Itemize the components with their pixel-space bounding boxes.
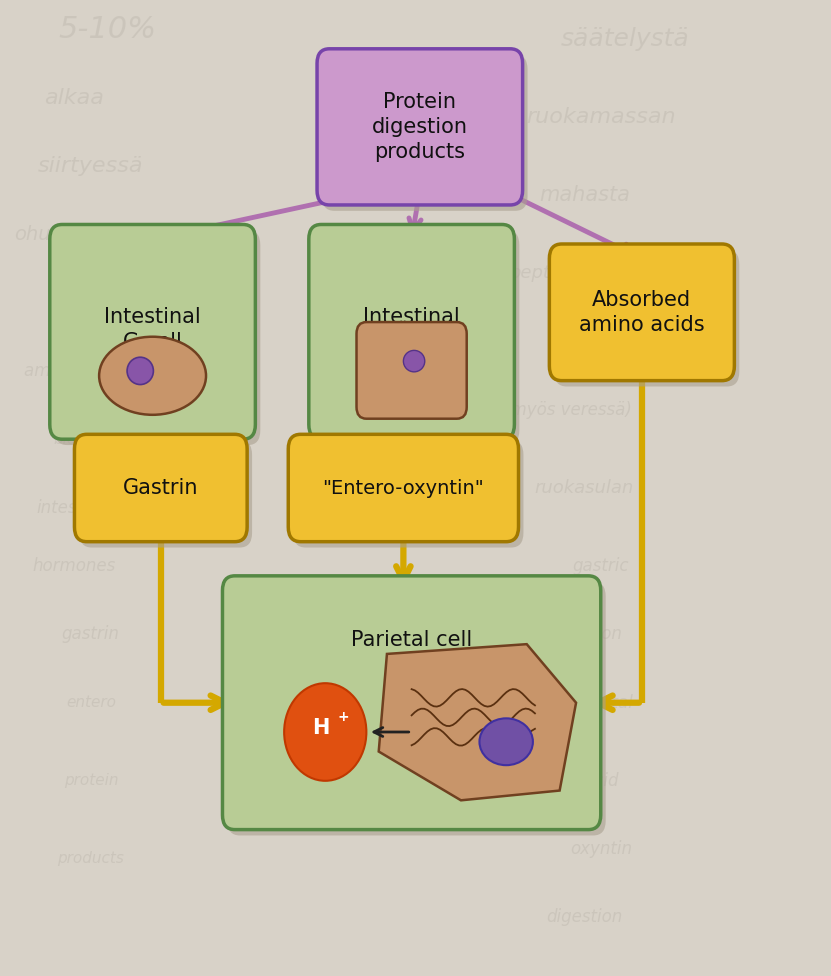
Text: Intestinal
endocrine
cell: Intestinal endocrine cell <box>360 307 464 377</box>
FancyBboxPatch shape <box>293 440 524 548</box>
FancyBboxPatch shape <box>309 224 514 439</box>
Text: ruokasulan: ruokasulan <box>534 479 634 497</box>
FancyBboxPatch shape <box>314 230 519 445</box>
Text: Intestinal
G cell: Intestinal G cell <box>104 307 201 352</box>
Text: (myös veressä): (myös veressä) <box>504 401 632 419</box>
Text: gastric: gastric <box>573 557 629 575</box>
Text: Parietal cell: Parietal cell <box>351 630 472 649</box>
Ellipse shape <box>99 337 206 415</box>
Text: aminohapot: aminohapot <box>547 333 655 350</box>
Text: oxyntin: oxyntin <box>570 840 632 858</box>
Text: Protein
digestion
products: Protein digestion products <box>371 92 468 162</box>
Text: digestion: digestion <box>546 909 622 926</box>
Text: säätelystä: säätelystä <box>561 27 690 51</box>
Text: products: products <box>57 851 125 867</box>
Ellipse shape <box>479 718 533 765</box>
Text: H: H <box>312 718 330 738</box>
Text: gastrin: gastrin <box>62 626 120 643</box>
FancyBboxPatch shape <box>50 224 255 439</box>
FancyBboxPatch shape <box>75 434 247 542</box>
Text: secretion: secretion <box>546 626 622 643</box>
Text: siirtyessä: siirtyessä <box>38 156 144 176</box>
Circle shape <box>284 683 366 781</box>
Text: peptidit: peptidit <box>509 264 578 282</box>
Text: +: + <box>337 711 349 724</box>
FancyBboxPatch shape <box>356 322 467 419</box>
FancyBboxPatch shape <box>288 434 519 542</box>
Text: hormones: hormones <box>33 557 116 575</box>
Text: mahasta: mahasta <box>538 185 630 205</box>
FancyBboxPatch shape <box>317 49 523 205</box>
Text: Gastrin: Gastrin <box>123 478 199 498</box>
Text: Absorbed
amino acids: Absorbed amino acids <box>579 290 705 335</box>
FancyBboxPatch shape <box>223 576 601 830</box>
FancyBboxPatch shape <box>80 440 252 548</box>
FancyBboxPatch shape <box>228 582 606 835</box>
Ellipse shape <box>403 350 425 372</box>
Text: ruokamassan: ruokamassan <box>526 107 676 127</box>
Text: entero: entero <box>66 695 116 711</box>
Ellipse shape <box>127 357 154 385</box>
FancyBboxPatch shape <box>549 244 735 381</box>
Text: alkaa: alkaa <box>45 88 105 107</box>
Text: 5-10%: 5-10% <box>58 15 156 44</box>
FancyBboxPatch shape <box>55 230 260 445</box>
Text: parietal: parietal <box>568 694 632 712</box>
Text: protein: protein <box>64 773 118 789</box>
Text: blood: blood <box>53 431 96 447</box>
Text: intestinal: intestinal <box>36 499 113 516</box>
FancyBboxPatch shape <box>554 250 740 386</box>
Text: HCl acid: HCl acid <box>550 772 618 790</box>
Text: ohutsuoleen: ohutsuoleen <box>14 224 135 244</box>
Text: amino acids: amino acids <box>24 362 125 380</box>
FancyBboxPatch shape <box>322 55 528 211</box>
Text: peptides: peptides <box>55 284 127 302</box>
Polygon shape <box>379 644 576 800</box>
Text: "Entero-oxyntin": "Entero-oxyntin" <box>322 478 484 498</box>
